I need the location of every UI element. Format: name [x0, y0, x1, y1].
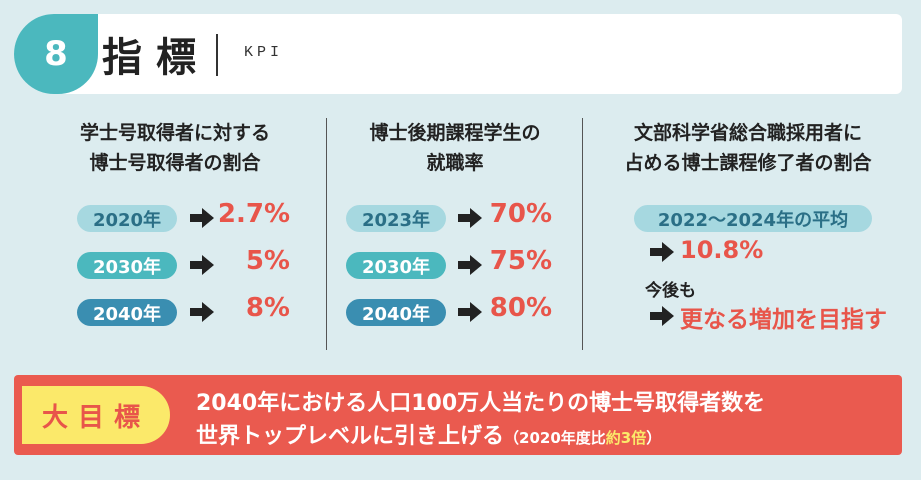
period-pill: 2022～2024年の平均 [634, 205, 872, 232]
arrow-right-icon [190, 255, 214, 275]
column-divider-2 [582, 118, 583, 350]
arrow-right-icon [458, 208, 482, 228]
goal-text-line-1: 2040年における人口100万人当たりの博士号取得者数を [196, 391, 766, 416]
page-subtitle: KPI [244, 44, 284, 61]
year-pill: 2020年 [77, 205, 177, 232]
column-divider-1 [326, 118, 327, 350]
column-1-heading-line-2: 博士号取得者の割合 [89, 152, 261, 174]
page-title: 指標 [102, 35, 210, 81]
column-1-heading: 学士号取得者に対する 博士号取得者の割合 [30, 118, 320, 178]
column-1-heading-line-1: 学士号取得者に対する [79, 122, 270, 144]
kpi-value: 75% [489, 246, 552, 276]
goal-note-open: （2020年度比 [504, 429, 606, 447]
column-2-heading-line-2: 就職率 [426, 152, 484, 174]
year-pill: 2040年 [346, 299, 446, 326]
goal-note-accent: 約3倍 [605, 429, 647, 447]
kpi-value: 10.8% [680, 236, 764, 264]
column-3-heading-line-2: 占める博士課程修了者の割合 [624, 152, 872, 174]
future-label: 今後も [645, 281, 696, 301]
column-3-heading-line-1: 文部科学省総合職採用者に [633, 122, 862, 144]
kpi-value: 70% [489, 199, 552, 229]
goal-tag: 大目標 [22, 386, 170, 444]
arrow-right-icon [190, 302, 214, 322]
header-bar [14, 14, 902, 94]
column-3-heading: 文部科学省総合職採用者に 占める博士課程修了者の割合 [588, 118, 908, 178]
year-pill: 2023年 [346, 205, 446, 232]
year-pill: 2030年 [346, 252, 446, 279]
year-pill: 2030年 [77, 252, 177, 279]
kpi-value: 80% [489, 293, 552, 323]
kpi-value: 2.7% [217, 199, 290, 229]
section-number-badge: 8 [14, 14, 98, 94]
arrow-right-icon [650, 242, 674, 262]
arrow-right-icon [458, 255, 482, 275]
goal-text-main: 世界トップレベルに引き上げる [196, 424, 505, 449]
year-pill: 2040年 [77, 299, 177, 326]
column-2-heading: 博士後期課程学生の 就職率 [330, 118, 580, 178]
goal-note-close: ） [646, 429, 662, 447]
arrow-right-icon [650, 306, 674, 326]
arrow-right-icon [190, 208, 214, 228]
title-divider [216, 34, 218, 76]
arrow-right-icon [458, 302, 482, 322]
kpi-value: 8% [245, 293, 290, 323]
goal-text-line-2: 世界トップレベルに引き上げる（2020年度比約3倍） [196, 418, 661, 450]
kpi-value: 5% [245, 246, 290, 276]
column-2-heading-line-1: 博士後期課程学生の [369, 122, 541, 144]
future-goal: 更なる増加を目指す [680, 307, 887, 333]
